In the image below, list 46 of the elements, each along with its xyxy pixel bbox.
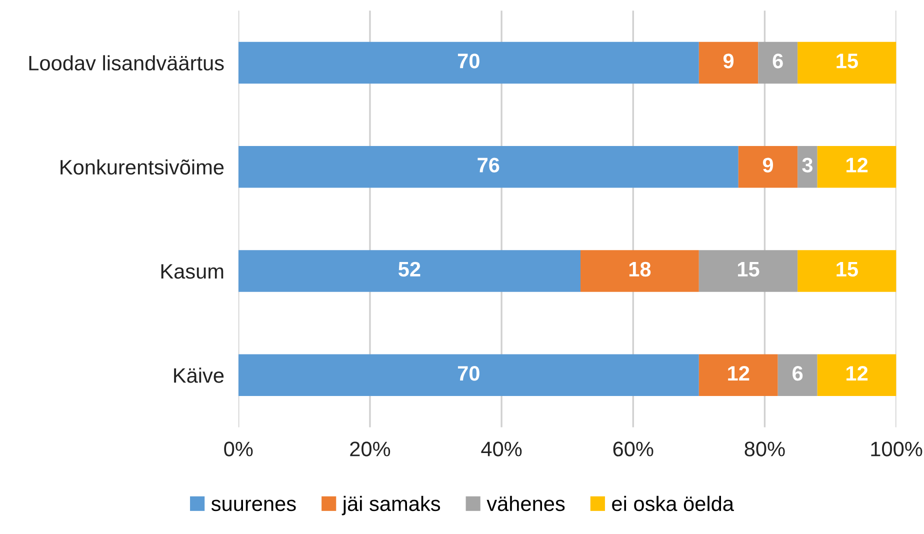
legend-label: vähenes: [486, 496, 565, 512]
bar: [698, 354, 778, 396]
data-label: 3: [802, 158, 813, 172]
data-label: 12: [846, 366, 868, 381]
bar: [698, 250, 798, 292]
bar: [817, 146, 896, 188]
y-tick-label: Konkurentsivõime: [60, 159, 224, 175]
x-tick-label: 60%: [613, 442, 654, 456]
legend-label: ei oska öelda: [612, 496, 734, 512]
data-label: 6: [772, 54, 783, 68]
bar: [238, 146, 738, 188]
data-label: 12: [846, 158, 868, 172]
x-tick-label: 100%: [871, 442, 922, 456]
bar: [798, 250, 896, 292]
bar: [238, 42, 699, 84]
bar: [758, 42, 798, 84]
data-label: 70: [458, 54, 480, 68]
y-tick-label: Käive: [174, 368, 224, 383]
x-tick-label: 20%: [350, 442, 390, 456]
y-tick-label: Kasum: [161, 264, 224, 279]
bar: [738, 146, 798, 188]
y-tick-label: Loodav lisandväärtus: [29, 55, 224, 70]
bar: [580, 250, 699, 292]
x-tick-label: 0%: [224, 442, 253, 456]
bar: [238, 354, 699, 396]
data-label: 70: [458, 366, 480, 381]
bar: [798, 42, 896, 84]
legend-label: suurenes: [211, 500, 296, 512]
bar: [778, 354, 818, 396]
data-label: 12: [728, 366, 750, 381]
x-tick-label: 40%: [481, 442, 522, 456]
bar: [798, 146, 818, 188]
data-label: 6: [792, 366, 803, 381]
x-tick-label: 80%: [744, 442, 785, 456]
data-label: 52: [398, 262, 420, 277]
legend-label: jäi samaks: [342, 496, 440, 516]
data-label: 15: [836, 262, 858, 277]
data-label: 9: [723, 54, 734, 68]
bar: [817, 354, 896, 396]
data-label: 15: [836, 54, 858, 68]
bar: [698, 42, 758, 84]
bar: [238, 250, 580, 292]
data-label: 76: [478, 158, 500, 172]
data-label: 15: [738, 262, 760, 277]
data-label: 9: [762, 158, 774, 172]
data-label: 18: [629, 262, 651, 277]
